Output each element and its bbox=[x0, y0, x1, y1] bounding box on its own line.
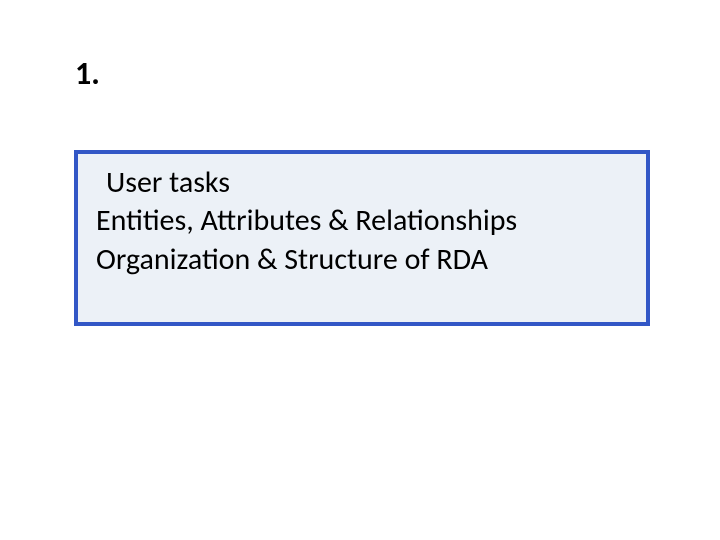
slide: 1. User tasks Entities, Attributes & Rel… bbox=[0, 0, 720, 540]
content-line-3: Organization & Structure of RDA bbox=[96, 241, 634, 279]
section-number: 1. bbox=[75, 58, 100, 90]
content-box: User tasks Entities, Attributes & Relati… bbox=[74, 150, 650, 326]
content-line-2: Entities, Attributes & Relationships bbox=[96, 202, 634, 240]
content-line-1: User tasks bbox=[96, 164, 634, 202]
